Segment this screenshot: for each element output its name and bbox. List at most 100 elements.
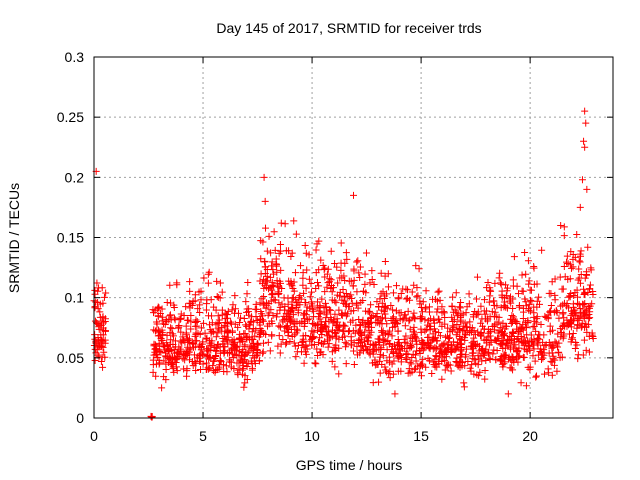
data-point	[91, 317, 99, 325]
data-point	[281, 220, 289, 228]
data-point	[436, 343, 444, 351]
data-point	[91, 290, 99, 298]
data-point	[182, 329, 190, 337]
data-point	[525, 343, 533, 351]
data-point	[217, 358, 225, 366]
data-point	[338, 311, 346, 319]
data-point	[359, 296, 367, 304]
data-point	[491, 279, 499, 287]
data-point	[259, 300, 267, 308]
data-point	[444, 324, 452, 332]
data-point	[261, 257, 269, 265]
data-point	[214, 312, 222, 320]
data-point	[248, 366, 256, 374]
data-point	[441, 357, 449, 365]
data-point	[486, 313, 494, 321]
data-point	[533, 339, 541, 347]
data-point	[298, 341, 306, 349]
data-point	[573, 324, 581, 332]
data-point	[492, 355, 500, 363]
data-point	[509, 276, 517, 284]
data-point	[582, 268, 590, 276]
data-point	[254, 349, 262, 357]
data-point	[270, 296, 278, 304]
data-point	[349, 282, 357, 290]
data-point	[435, 287, 443, 295]
data-point	[438, 309, 446, 317]
data-point	[311, 322, 319, 330]
data-point	[186, 345, 194, 353]
data-point	[207, 329, 215, 337]
data-point	[525, 342, 533, 350]
data-point	[226, 358, 234, 366]
data-point	[478, 357, 486, 365]
data-point	[196, 309, 204, 317]
data-point	[585, 332, 593, 340]
data-point	[147, 413, 155, 421]
data-point	[486, 332, 494, 340]
data-point	[302, 284, 310, 292]
data-point	[327, 247, 335, 255]
data-point	[499, 363, 507, 371]
data-point	[197, 296, 205, 304]
data-point	[557, 221, 565, 229]
data-point	[364, 307, 372, 315]
data-point	[565, 304, 573, 312]
data-point	[478, 346, 486, 354]
data-point	[162, 376, 170, 384]
data-point	[518, 339, 526, 347]
data-point	[324, 327, 332, 335]
data-point	[389, 370, 397, 378]
data-point	[299, 281, 307, 289]
data-point	[379, 352, 387, 360]
data-point	[559, 309, 567, 317]
data-point	[571, 253, 579, 261]
data-point	[481, 375, 489, 383]
data-point	[350, 191, 357, 199]
data-point	[421, 316, 429, 324]
data-point	[215, 365, 223, 373]
data-point	[264, 311, 272, 319]
data-point	[429, 295, 437, 303]
data-point	[390, 313, 398, 321]
data-point	[477, 345, 485, 353]
data-point	[183, 365, 191, 373]
data-point	[305, 275, 313, 283]
data-point	[553, 367, 561, 375]
data-point	[371, 340, 379, 348]
data-point	[369, 312, 377, 320]
data-point	[216, 343, 224, 351]
data-point	[252, 326, 260, 334]
data-point	[414, 292, 422, 300]
data-point	[424, 354, 432, 362]
data-point	[191, 343, 199, 351]
data-point	[252, 352, 260, 360]
data-point	[150, 309, 157, 317]
data-point	[260, 301, 268, 309]
data-point	[394, 327, 402, 335]
data-point	[312, 360, 320, 368]
data-point	[582, 346, 590, 354]
data-point	[581, 312, 589, 320]
data-point	[268, 262, 276, 270]
data-point	[525, 277, 533, 285]
data-point	[475, 372, 483, 380]
data-point	[278, 300, 286, 308]
data-point	[353, 288, 361, 296]
data-point	[297, 262, 305, 270]
data-point	[350, 267, 358, 275]
data-point	[356, 321, 364, 329]
data-point	[194, 305, 202, 313]
data-point	[523, 331, 531, 339]
data-point	[397, 290, 405, 298]
data-point	[581, 274, 589, 282]
data-point	[330, 317, 338, 325]
data-point	[189, 339, 197, 347]
data-point	[518, 271, 526, 279]
data-point	[365, 345, 373, 353]
data-point	[454, 341, 462, 349]
data-point	[271, 296, 279, 304]
data-point	[438, 303, 446, 311]
data-point	[451, 306, 459, 314]
data-point	[386, 339, 394, 347]
